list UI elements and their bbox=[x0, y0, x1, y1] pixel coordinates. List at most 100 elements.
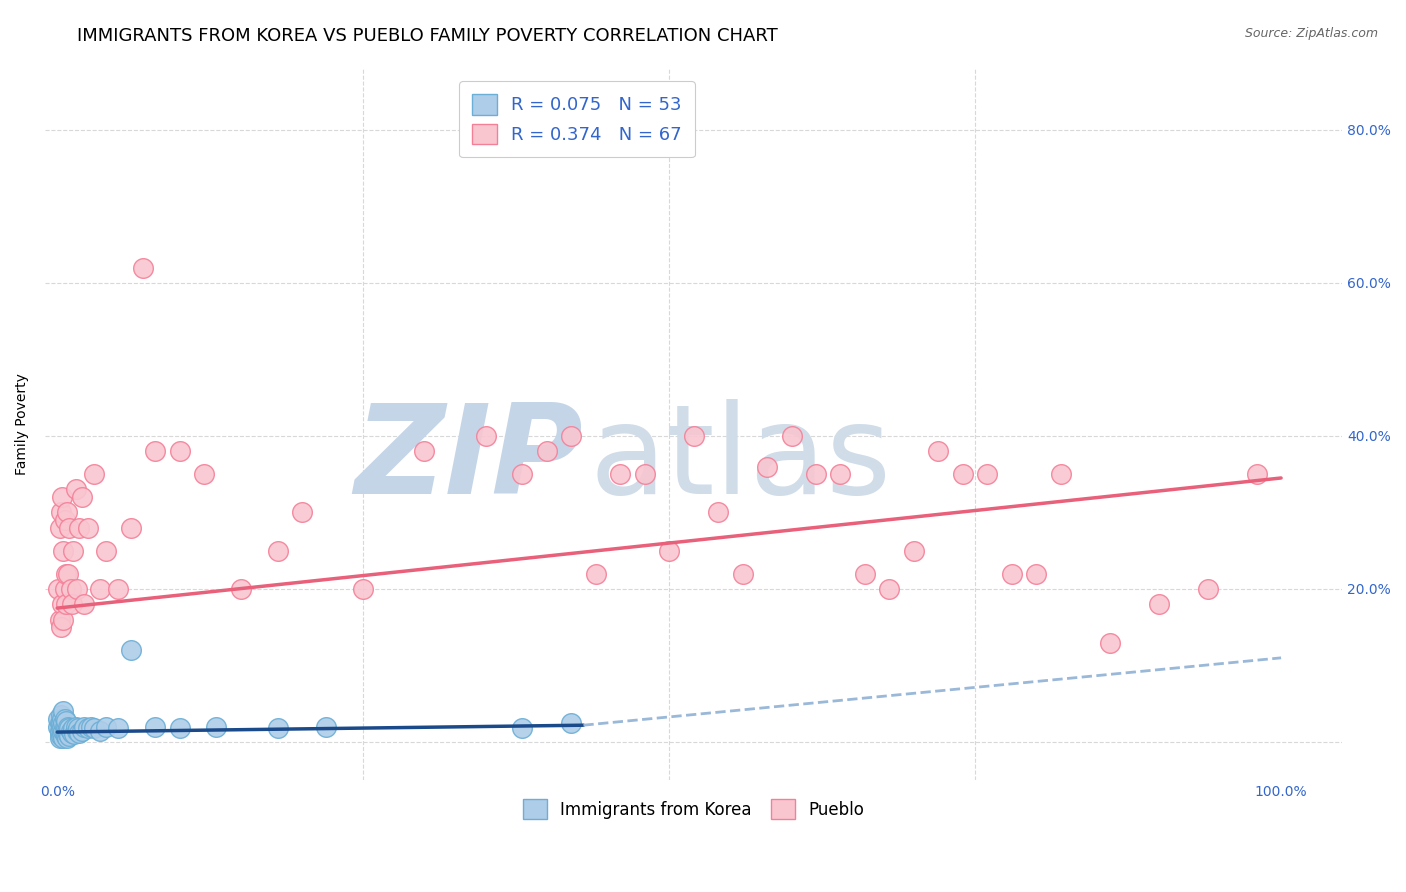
Point bbox=[536, 444, 558, 458]
Point bbox=[120, 643, 142, 657]
Point bbox=[51, 712, 73, 726]
Point bbox=[48, 731, 70, 746]
Legend: Immigrants from Korea, Pueblo: Immigrants from Korea, Pueblo bbox=[516, 793, 870, 825]
Point bbox=[49, 620, 72, 634]
Point bbox=[55, 729, 77, 743]
Point bbox=[59, 582, 82, 596]
Point bbox=[51, 727, 73, 741]
Point bbox=[51, 490, 73, 504]
Point bbox=[59, 723, 82, 738]
Point bbox=[96, 720, 118, 734]
Point bbox=[56, 723, 79, 738]
Y-axis label: Family Poverty: Family Poverty bbox=[15, 374, 30, 475]
Point bbox=[62, 543, 84, 558]
Point bbox=[62, 721, 84, 735]
Point bbox=[903, 543, 925, 558]
Point bbox=[48, 712, 70, 726]
Point bbox=[58, 727, 80, 741]
Point bbox=[66, 723, 89, 738]
Point bbox=[510, 467, 533, 482]
Point bbox=[658, 543, 681, 558]
Point bbox=[49, 729, 72, 743]
Point bbox=[132, 260, 155, 275]
Point bbox=[58, 521, 80, 535]
Text: Source: ZipAtlas.com: Source: ZipAtlas.com bbox=[1244, 27, 1378, 40]
Point bbox=[731, 566, 754, 581]
Point bbox=[89, 582, 111, 596]
Point bbox=[60, 597, 83, 611]
Point bbox=[1049, 467, 1071, 482]
Point bbox=[70, 723, 93, 738]
Point bbox=[193, 467, 215, 482]
Point bbox=[315, 720, 337, 734]
Point bbox=[83, 467, 105, 482]
Point bbox=[266, 543, 288, 558]
Point bbox=[52, 715, 75, 730]
Point bbox=[55, 597, 77, 611]
Point bbox=[52, 731, 75, 746]
Point bbox=[53, 513, 76, 527]
Point bbox=[56, 731, 79, 746]
Point bbox=[780, 429, 803, 443]
Point bbox=[51, 720, 73, 734]
Point bbox=[48, 521, 70, 535]
Point bbox=[143, 444, 166, 458]
Point bbox=[560, 429, 582, 443]
Point bbox=[413, 444, 436, 458]
Point bbox=[66, 582, 89, 596]
Text: atlas: atlas bbox=[591, 400, 891, 521]
Point bbox=[52, 705, 75, 719]
Point bbox=[1246, 467, 1268, 482]
Point bbox=[830, 467, 852, 482]
Point bbox=[49, 721, 72, 735]
Point bbox=[96, 543, 118, 558]
Point bbox=[48, 582, 70, 596]
Point bbox=[83, 721, 105, 735]
Point bbox=[65, 720, 87, 734]
Point bbox=[48, 727, 70, 741]
Point bbox=[76, 521, 98, 535]
Point bbox=[52, 723, 75, 738]
Point bbox=[48, 720, 70, 734]
Point bbox=[879, 582, 901, 596]
Point bbox=[55, 714, 77, 728]
Point bbox=[474, 429, 496, 443]
Point bbox=[55, 721, 77, 735]
Point bbox=[60, 726, 83, 740]
Point bbox=[1197, 582, 1219, 596]
Point bbox=[143, 720, 166, 734]
Point bbox=[48, 723, 70, 738]
Point bbox=[73, 720, 96, 734]
Point bbox=[976, 467, 998, 482]
Point bbox=[58, 720, 80, 734]
Point bbox=[49, 715, 72, 730]
Point bbox=[107, 721, 129, 735]
Point bbox=[352, 582, 374, 596]
Point bbox=[52, 613, 75, 627]
Point bbox=[804, 467, 827, 482]
Point bbox=[1098, 635, 1121, 649]
Point bbox=[927, 444, 949, 458]
Point bbox=[53, 582, 76, 596]
Point bbox=[291, 505, 314, 519]
Point bbox=[52, 543, 75, 558]
Point bbox=[58, 729, 80, 743]
Point bbox=[952, 467, 974, 482]
Point bbox=[56, 505, 79, 519]
Point bbox=[707, 505, 730, 519]
Point bbox=[53, 727, 76, 741]
Point bbox=[169, 444, 191, 458]
Point bbox=[1147, 597, 1170, 611]
Point bbox=[89, 723, 111, 738]
Point bbox=[853, 566, 876, 581]
Point bbox=[1001, 566, 1024, 581]
Point bbox=[49, 505, 72, 519]
Point bbox=[609, 467, 631, 482]
Point bbox=[48, 613, 70, 627]
Point bbox=[67, 521, 90, 535]
Point bbox=[169, 721, 191, 735]
Point bbox=[229, 582, 252, 596]
Point bbox=[58, 566, 80, 581]
Point bbox=[682, 429, 704, 443]
Point bbox=[48, 715, 70, 730]
